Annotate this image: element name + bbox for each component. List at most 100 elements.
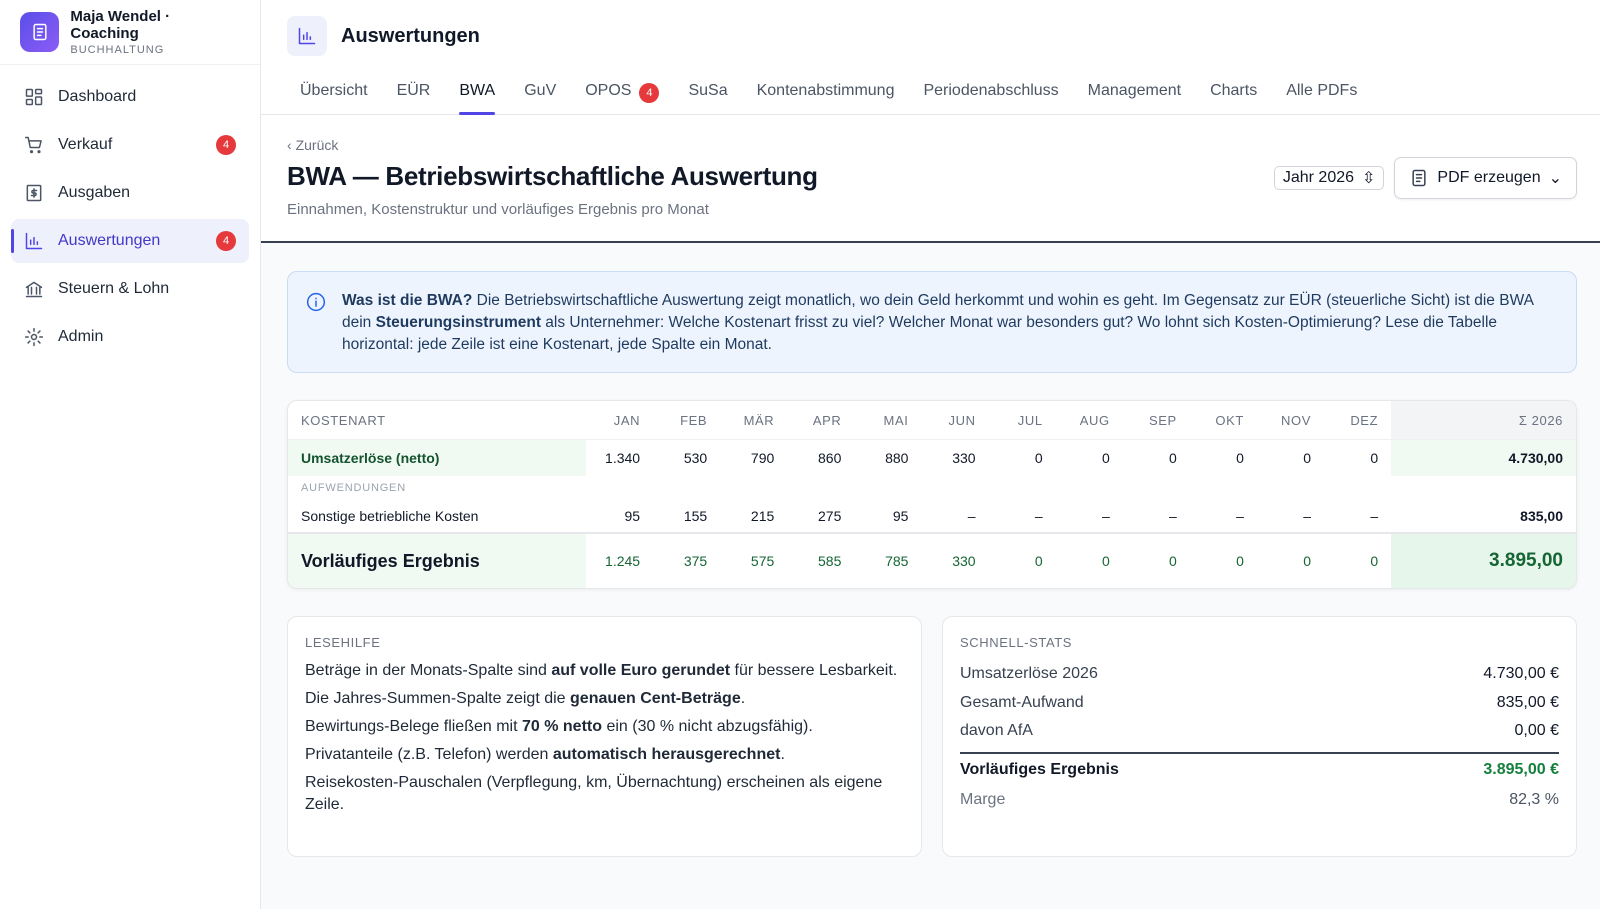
- tab-label: SuSa: [688, 82, 728, 99]
- text: Bewirtungs-Belege fließen mit: [305, 718, 522, 735]
- tab[interactable]: Charts: [1210, 72, 1257, 115]
- cell: 530: [683, 450, 708, 466]
- nav-item[interactable]: Steuern & Lohn: [11, 267, 249, 311]
- tab-label: BWA: [459, 82, 496, 99]
- nav-badge: 4: [216, 231, 236, 251]
- cell: 155: [683, 508, 708, 524]
- stat-label: Vorläufiges Ergebnis: [960, 760, 1119, 778]
- tab-label: GuV: [524, 82, 557, 99]
- logo: [20, 12, 60, 52]
- tab[interactable]: Alle PDFs: [1286, 72, 1357, 115]
- quick-stats: SCHNELL-STATS Umsatzerlöse 2026 4.730,00 €…: [942, 616, 1577, 857]
- stat-row: Marge 82,3 %: [960, 786, 1559, 815]
- nav-item[interactable]: Verkauf 4: [11, 123, 249, 167]
- column-header: MÄR: [743, 412, 775, 428]
- stat-value: 3.895,00 €: [1483, 760, 1559, 778]
- heading: BWA — Betriebswirtschaftliche Auswertung: [287, 161, 818, 191]
- header: ‹ Zurück BWA — Betriebswirtschaftliche Au…: [261, 115, 1600, 243]
- nav-label: Dashboard: [58, 88, 137, 105]
- cell: 790: [750, 450, 775, 466]
- tab[interactable]: Periodenabschluss: [923, 72, 1058, 115]
- brand-text: Maja Wendel · Coaching BUCHHALTUNG: [70, 8, 240, 56]
- cell: 330: [952, 450, 976, 466]
- column-header: SEP: [1149, 412, 1177, 428]
- table-row: AUFWENDUNGEN: [288, 476, 1576, 500]
- help-item: Reisekosten-Pauschalen (Verpflegung, km,…: [305, 772, 904, 816]
- nav-label: Admin: [58, 328, 104, 345]
- tab[interactable]: BWA: [459, 72, 495, 115]
- cell: 0: [1034, 450, 1043, 466]
- cell: 575: [750, 553, 775, 569]
- cell: 0: [1303, 450, 1312, 466]
- stat-row: Umsatzerlöse 2026 4.730,00 €: [960, 660, 1559, 689]
- top-bar: Auswertungen Übersicht EÜR BWA GuV OPOS 4 SuSa K…: [261, 0, 1600, 115]
- nav-label: Verkauf: [58, 136, 113, 153]
- text: Die Betriebswirtschaftliche Auswertung z…: [342, 292, 1534, 331]
- nav-item[interactable]: Dashboard: [11, 75, 249, 119]
- reading-help: LESEHILFE Beträge in der Monats-Spalte si…: [287, 616, 922, 857]
- chevron: ⇳: [1362, 170, 1376, 187]
- tab[interactable]: GuV: [524, 72, 556, 115]
- cell: 95: [624, 508, 641, 524]
- cell: –: [1101, 508, 1110, 524]
- pdf-button[interactable]: PDF erzeugen ⌄: [1394, 157, 1577, 199]
- cell: 0: [1370, 450, 1379, 466]
- stat-row: Gesamt-Aufwand 835,00 €: [960, 689, 1559, 718]
- nav-label: Auswertungen: [58, 232, 161, 249]
- cell: 0: [1303, 553, 1312, 569]
- page-icon: [287, 16, 327, 56]
- cell: Umsatzerlöse (netto): [288, 440, 586, 476]
- column-header: MAI: [883, 412, 909, 428]
- stat-label: davon AfA: [960, 722, 1033, 740]
- page-title-row: Auswertungen: [287, 0, 1574, 72]
- content: Was ist die BWA? Die Betriebswirtschaftl…: [261, 243, 1600, 909]
- column-header: JUN: [948, 412, 976, 428]
- table: KOSTENART JAN FEB MÄR APR MAI JUN JUL AUG SEP OKT N…: [287, 400, 1577, 589]
- column-header: OKT: [1215, 412, 1244, 428]
- nav-item[interactable]: Auswertungen 4: [11, 219, 249, 263]
- tab[interactable]: Übersicht: [300, 72, 368, 115]
- text: Beträge in der Monats-Spalte sind: [305, 662, 552, 679]
- column-header: Σ 2026: [1391, 401, 1576, 439]
- tab[interactable]: SuSa: [688, 72, 727, 115]
- stat-value: 82,3 %: [1509, 790, 1559, 808]
- cell: 860: [818, 450, 842, 466]
- cell: 0: [1236, 553, 1244, 569]
- sidebar: Maja Wendel · Coaching BUCHHALTUNG Dashboa…: [0, 0, 261, 909]
- tab[interactable]: EÜR: [397, 72, 431, 115]
- back-link[interactable]: ‹ Zurück: [287, 137, 339, 153]
- cell: 95: [892, 508, 909, 524]
- tab[interactable]: Management: [1088, 72, 1181, 115]
- nav-item[interactable]: Admin: [11, 315, 249, 359]
- year-label: Jahr 2026: [1282, 169, 1355, 186]
- subheading: Einnahmen, Kostenstruktur und vorläufige…: [287, 201, 709, 218]
- text: Was ist die BWA?: [342, 292, 473, 309]
- main: Auswertungen Übersicht EÜR BWA GuV OPOS 4 SuSa K…: [261, 0, 1600, 909]
- cell: Sonstige betriebliche Kosten: [301, 508, 479, 524]
- cell: 3.895,00: [1391, 534, 1576, 588]
- cell: 0: [1101, 553, 1110, 569]
- cell: –: [1303, 508, 1312, 524]
- nav-item[interactable]: Ausgaben: [11, 171, 249, 215]
- cell: 835,00: [1520, 508, 1563, 524]
- tab[interactable]: OPOS 4: [585, 72, 660, 115]
- cell: 0: [1101, 450, 1110, 466]
- cell: AUFWENDUNGEN: [301, 482, 406, 494]
- brand: Maja Wendel · Coaching BUCHHALTUNG: [0, 0, 260, 65]
- cell: –: [1169, 508, 1177, 524]
- stat-label: Gesamt-Aufwand: [960, 693, 1084, 711]
- cell: –: [967, 508, 976, 524]
- cell: –: [1370, 508, 1379, 524]
- stat-row: Vorläufiges Ergebnis 3.895,00 €: [960, 751, 1559, 786]
- text: 70 % netto: [521, 718, 602, 735]
- tab[interactable]: Kontenabstimmung: [757, 72, 895, 115]
- icon: [24, 327, 44, 347]
- column-header: AUG: [1079, 412, 1110, 428]
- year-select[interactable]: Jahr 2026 ⇳: [1273, 166, 1385, 190]
- column-header: DEZ: [1350, 412, 1379, 428]
- back-label: Zurück: [295, 137, 339, 153]
- icon: [24, 136, 42, 154]
- nav-badge: 4: [216, 135, 236, 155]
- column-header: NOV: [1281, 412, 1312, 428]
